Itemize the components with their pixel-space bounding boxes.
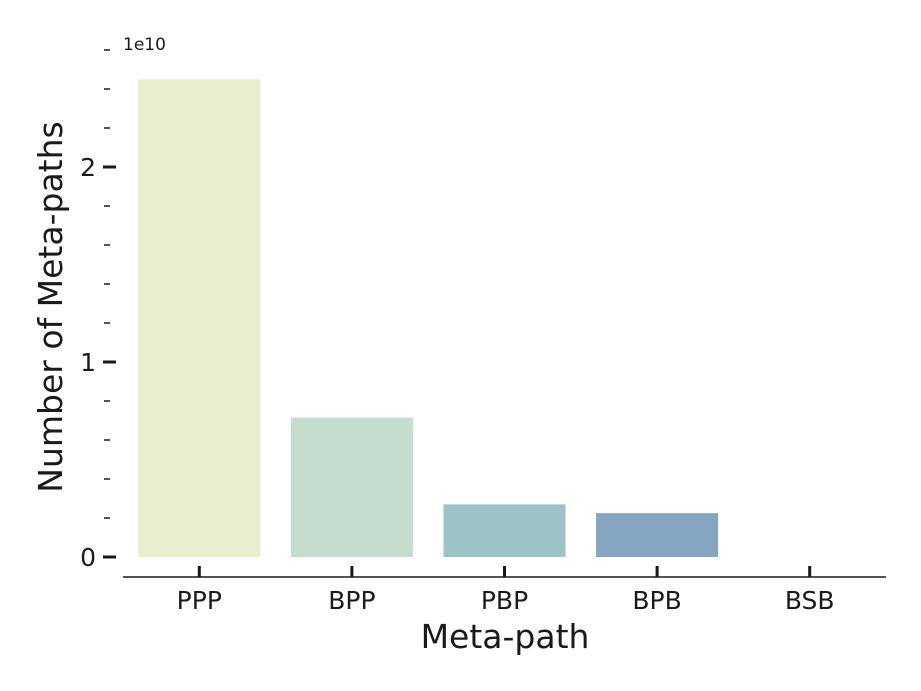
x-tick-label: BPP (328, 586, 375, 615)
y-tick-label: 2 (80, 153, 96, 182)
bar-pbp (443, 504, 566, 557)
x-tick-label: BPB (632, 586, 681, 615)
x-axis-label: Meta-path (421, 617, 590, 656)
bar-bpp (290, 417, 413, 557)
y-tick-label: 1 (80, 348, 96, 377)
x-tick-label: PPP (177, 586, 222, 615)
bar-bpb (596, 513, 719, 557)
y-offset-text: 1e10 (123, 35, 166, 55)
bars (138, 79, 719, 557)
y-tick-label: 0 (80, 543, 96, 572)
x-axis: PPP BPP PBP BPB BSB (177, 566, 835, 615)
x-tick-label: BSB (785, 586, 835, 615)
x-tick-label: PBP (481, 586, 528, 615)
bar-ppp (138, 79, 261, 557)
y-axis: 0 1 2 (80, 49, 116, 572)
y-axis-label: Number of Meta-paths (31, 121, 70, 492)
